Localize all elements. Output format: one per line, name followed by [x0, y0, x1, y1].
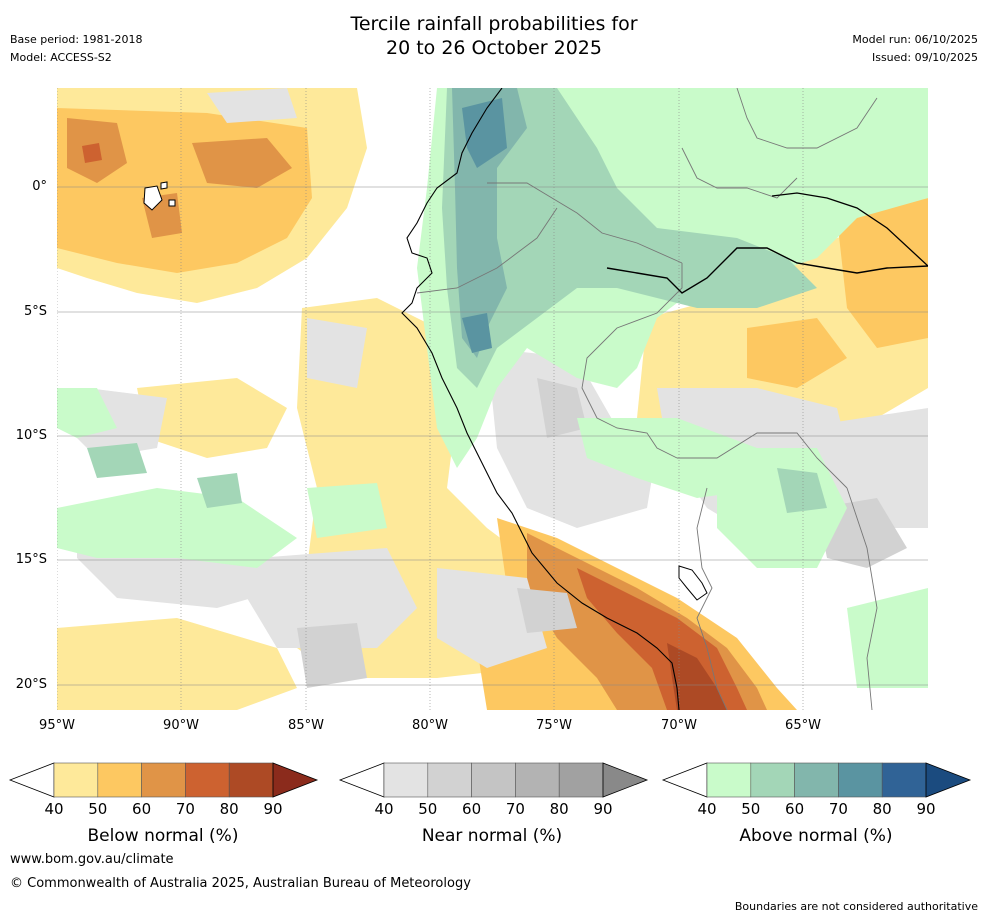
probability-map [57, 88, 928, 710]
colorbar-near-segment [558, 762, 604, 798]
lon-label-70w: 70°W [661, 718, 697, 733]
colorbar-above-label: Above normal (%) [739, 826, 893, 846]
lat-label-5s: 5°S [23, 304, 47, 319]
colorbar-near-segment [515, 762, 560, 798]
colorbar-above-segment [706, 762, 752, 798]
lon-label-85w: 85°W [288, 718, 324, 733]
issued-date: Issued: 09/10/2025 [871, 51, 978, 64]
colorbar-near-label: Near normal (%) [421, 826, 563, 846]
colorbar-above-segment [838, 762, 883, 798]
colorbar-near-tick: 80 [549, 800, 569, 818]
lat-label-0: 0° [32, 179, 47, 194]
colorbar-above-tick: 90 [916, 800, 936, 818]
colorbar-above-underflow [661, 762, 708, 798]
colorbar-near-segment [427, 762, 472, 798]
title-line-2: 20 to 26 October 2025 [386, 37, 602, 59]
lon-label-75w: 75°W [536, 718, 572, 733]
colorbar-near-underflow [338, 762, 385, 798]
model-name: Model: ACCESS-S2 [10, 51, 112, 64]
lat-label-15s: 15°S [15, 552, 47, 567]
colorbar-above-tick: 60 [785, 800, 805, 818]
colorbar-below-tick: 80 [219, 800, 239, 818]
colorbar-below-normal [8, 762, 319, 798]
colorbar-below-tick: 50 [88, 800, 108, 818]
colorbar-below-overflow [272, 762, 319, 798]
colorbar-above-segment [794, 762, 839, 798]
colorbar-above-tick: 40 [697, 800, 717, 818]
amazon-river [606, 247, 928, 294]
near-normal-regions [67, 88, 928, 688]
colorbar-near-tick: 50 [418, 800, 438, 818]
gridlines [57, 88, 928, 710]
map-title: Tercile rainfall probabilities for 20 to… [0, 12, 988, 60]
colorbar-near-tick: 90 [593, 800, 613, 818]
colorbar-below-segment [185, 762, 230, 798]
colorbar-near-overflow [602, 762, 649, 798]
colorbar-above-segment [881, 762, 927, 798]
colorbar-above-tick: 80 [872, 800, 892, 818]
above-normal-regions [57, 88, 928, 688]
colorbar-below-tick: 40 [44, 800, 64, 818]
colorbar-near-tick: 40 [374, 800, 394, 818]
title-line-1: Tercile rainfall probabilities for [350, 13, 638, 35]
boundaries-disclaimer: Boundaries are not considered authoritat… [734, 900, 978, 913]
colorbar-below-segment [53, 762, 99, 798]
lon-label-65w: 65°W [785, 718, 821, 733]
rio-negro-river [771, 192, 928, 267]
colorbar-above-overflow [925, 762, 972, 798]
website-link[interactable]: www.bom.gov.au/climate [10, 852, 174, 867]
colorbar-near-tick: 60 [462, 800, 482, 818]
colorbar-below-label: Below normal (%) [87, 826, 239, 846]
lat-label-20s: 20°S [15, 677, 47, 692]
colorbar-above-tick: 50 [741, 800, 761, 818]
colorbar-below-segment [228, 762, 274, 798]
colorbar-below-segment [97, 762, 142, 798]
colorbar-below-underflow [8, 762, 55, 798]
copyright-text: © Commonwealth of Australia 2025, Austra… [10, 876, 471, 891]
coastline [401, 88, 680, 710]
colorbar-near-normal [338, 762, 649, 798]
colorbar-near-segment [471, 762, 516, 798]
base-period: Base period: 1981-2018 [10, 33, 143, 46]
colorbar-below-tick: 60 [132, 800, 152, 818]
colorbar-near-tick: 70 [505, 800, 525, 818]
colorbar-below-tick: 70 [175, 800, 195, 818]
model-run: Model run: 06/10/2025 [852, 33, 978, 46]
country-borders [416, 88, 878, 710]
lon-label-95w: 95°W [39, 718, 75, 733]
lon-label-90w: 90°W [163, 718, 199, 733]
colorbar-above-segment [750, 762, 795, 798]
colorbar-below-tick: 90 [263, 800, 283, 818]
colorbar-above-tick: 70 [828, 800, 848, 818]
colorbar-above-normal [661, 762, 972, 798]
galapagos-islands [143, 181, 176, 211]
colorbar-near-segment [383, 762, 429, 798]
lake-titicaca [678, 565, 708, 601]
colorbars [8, 762, 972, 798]
lat-label-10s: 10°S [15, 428, 47, 443]
lon-label-80w: 80°W [412, 718, 448, 733]
colorbar-below-segment [141, 762, 186, 798]
